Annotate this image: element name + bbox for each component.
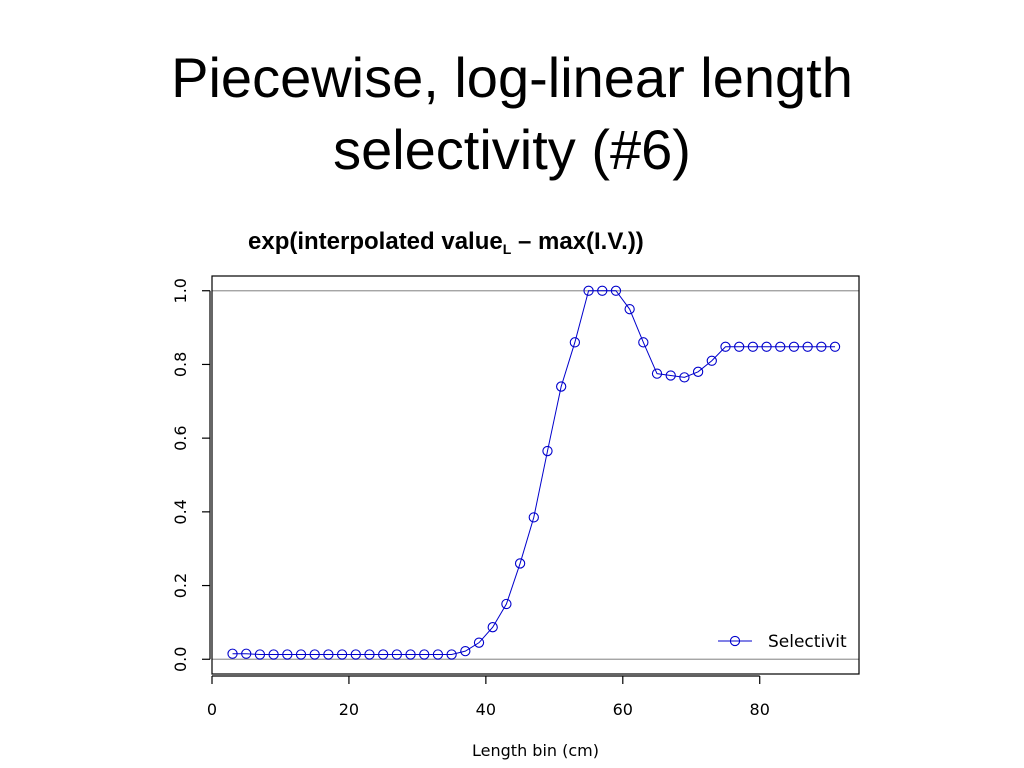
subtitle-subscript: L bbox=[502, 241, 512, 257]
data-point bbox=[501, 598, 512, 610]
data-point bbox=[829, 341, 841, 352]
legend-swatch-marker bbox=[729, 635, 741, 647]
data-point bbox=[569, 337, 581, 348]
data-point bbox=[473, 637, 485, 648]
data-point bbox=[597, 285, 608, 296]
data-point bbox=[610, 285, 622, 296]
y-tick-label: 0.8 bbox=[171, 352, 190, 377]
data-point bbox=[460, 646, 471, 657]
data-point bbox=[254, 649, 266, 660]
data-point bbox=[514, 558, 526, 569]
y-axis: 0.0 0.2 0.4 0.6 0.8 1.0 bbox=[171, 278, 211, 672]
data-point bbox=[227, 648, 238, 659]
legend: Selectivit bbox=[718, 632, 847, 652]
legend-label: Selectivit bbox=[768, 632, 847, 652]
x-tick-label: 60 bbox=[613, 700, 633, 719]
data-point bbox=[268, 649, 279, 660]
data-point bbox=[734, 341, 745, 352]
data-point bbox=[788, 341, 800, 352]
y-tick-label: 0.4 bbox=[171, 499, 190, 524]
data-point bbox=[747, 341, 759, 352]
data-point bbox=[816, 341, 827, 352]
data-point bbox=[583, 285, 594, 296]
data-point bbox=[364, 649, 375, 660]
data-point bbox=[556, 381, 567, 392]
data-point bbox=[720, 341, 731, 352]
x-tick-label: 80 bbox=[750, 700, 770, 719]
slide-title-line2: selectivity (#6) bbox=[333, 118, 691, 181]
series-layer bbox=[227, 285, 841, 660]
x-axis-label: Length bin (cm) bbox=[472, 741, 599, 760]
subtitle-tail: – max(I.V.)) bbox=[511, 228, 644, 255]
data-point bbox=[487, 622, 498, 633]
data-point bbox=[542, 445, 553, 457]
data-point bbox=[350, 649, 361, 660]
data-point bbox=[679, 372, 690, 383]
data-point bbox=[651, 368, 663, 379]
data-point bbox=[419, 649, 430, 660]
data-point bbox=[802, 341, 813, 352]
data-point bbox=[624, 304, 635, 315]
reference-lines bbox=[212, 290, 859, 660]
plot-frame bbox=[211, 275, 860, 675]
data-point bbox=[446, 649, 457, 660]
slide-title-line1: Piecewise, log-linear length bbox=[171, 46, 853, 109]
data-point bbox=[638, 337, 649, 348]
y-tick-label: 0.6 bbox=[171, 425, 190, 450]
x-tick-label: 40 bbox=[476, 700, 496, 719]
data-point bbox=[282, 649, 293, 660]
y-tick-label: 0.0 bbox=[171, 647, 190, 672]
data-point bbox=[295, 649, 307, 660]
legend-body: Selectivit bbox=[718, 632, 847, 652]
data-point bbox=[391, 649, 403, 660]
data-point bbox=[665, 370, 676, 381]
data-point bbox=[761, 341, 772, 352]
data-point bbox=[336, 649, 348, 660]
series-line bbox=[232, 290, 836, 655]
chart-subtitle: exp(interpolated valueL – max(I.V.)) bbox=[248, 228, 644, 257]
x-tick-label: 0 bbox=[207, 700, 217, 719]
data-point bbox=[775, 341, 786, 352]
x-axis: 0 20 40 60 80 bbox=[207, 675, 770, 719]
y-tick-label: 1.0 bbox=[171, 278, 190, 303]
x-tick-label: 20 bbox=[339, 700, 359, 719]
data-point bbox=[378, 649, 389, 660]
data-point bbox=[405, 649, 416, 660]
data-point bbox=[241, 648, 252, 659]
slide-title: Piecewise, log-linear length selectivity… bbox=[0, 42, 1024, 186]
data-point bbox=[323, 649, 334, 660]
data-point bbox=[692, 366, 704, 377]
data-point bbox=[528, 512, 539, 523]
data-point bbox=[432, 649, 444, 660]
data-point bbox=[706, 355, 717, 366]
y-tick-label: 0.2 bbox=[171, 573, 190, 598]
data-point bbox=[309, 649, 320, 660]
subtitle-main: exp(interpolated value bbox=[248, 228, 503, 255]
